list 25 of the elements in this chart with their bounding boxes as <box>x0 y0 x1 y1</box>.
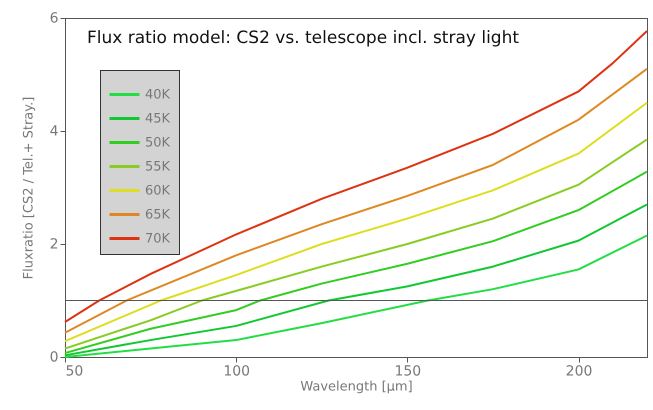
y-axis-title: Fluxratio [CS2 / Tel.+ Stray.] <box>22 96 37 280</box>
legend-label: 45K <box>145 112 171 126</box>
legend-label: 70K <box>145 232 171 246</box>
line-series <box>64 234 648 358</box>
x-tick-label: 200 <box>566 364 592 380</box>
legend-label: 40K <box>145 88 171 102</box>
line-series <box>64 30 648 323</box>
y-tick-label: 0 <box>50 350 58 366</box>
x-axis-title: Wavelength [μm] <box>300 380 413 394</box>
y-tick-label: 2 <box>50 236 58 252</box>
line-series <box>64 138 648 350</box>
text: Flux ratio model: CS2 vs. telescope incl. stray light <box>87 28 520 48</box>
line-series <box>64 102 648 342</box>
y-tick-label: 4 <box>50 124 59 140</box>
y-tick-label: 6 <box>50 10 59 26</box>
line-series <box>64 203 648 356</box>
x-tick-label: 150 <box>394 364 422 380</box>
x-tick-label: 100 <box>223 364 250 380</box>
line-series <box>64 68 648 334</box>
x-tick-label: 50 <box>66 364 84 380</box>
legend-label: 65K <box>145 208 171 222</box>
legend-label: 50K <box>145 136 171 150</box>
line-series <box>64 170 648 354</box>
legend-label: 60K <box>145 184 171 198</box>
legend-label: 55K <box>145 160 171 174</box>
